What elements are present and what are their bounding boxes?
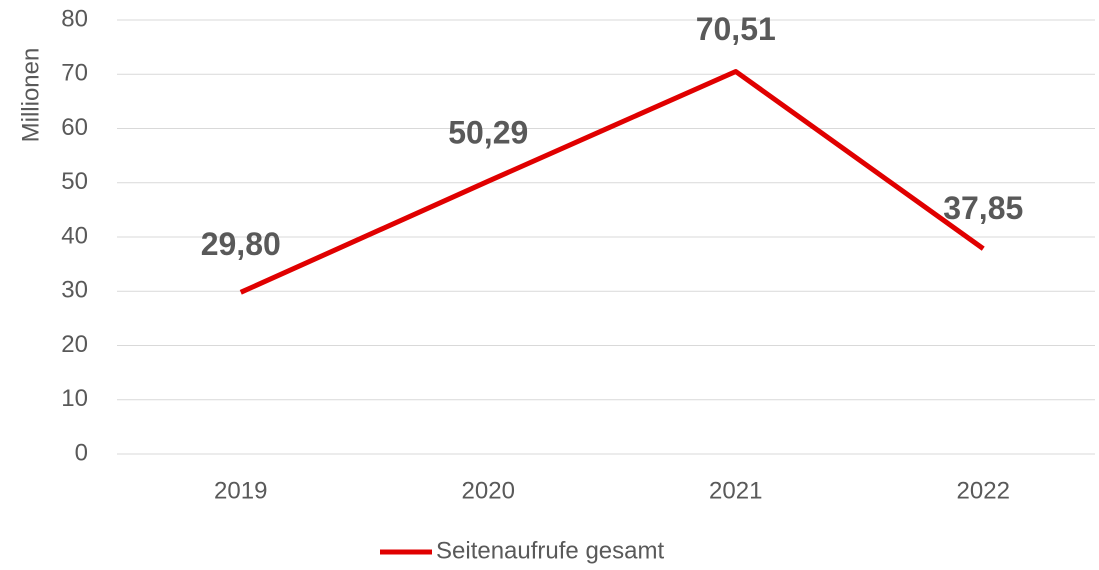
y-tick-label: 60: [61, 114, 88, 141]
y-tick-label: 40: [61, 222, 88, 249]
data-label: 29,80: [201, 226, 281, 262]
data-label: 37,85: [943, 190, 1023, 226]
x-tick-label: 2022: [957, 477, 1010, 504]
x-tick-label: 2020: [462, 477, 515, 504]
y-tick-label: 0: [75, 439, 88, 466]
y-tick-label: 80: [61, 5, 88, 32]
legend-label: Seitenaufrufe gesamt: [436, 537, 664, 564]
y-tick-label: 20: [61, 331, 88, 358]
x-tick-label: 2019: [214, 477, 267, 504]
y-tick-label: 50: [61, 168, 88, 195]
y-tick-label: 10: [61, 385, 88, 412]
x-tick-label: 2021: [709, 477, 762, 504]
line: [239, 68, 985, 295]
y-axis-label: Millionen: [17, 48, 44, 143]
data-label: 50,29: [448, 115, 528, 151]
data-label: 70,51: [696, 11, 776, 47]
y-tick-label: 70: [61, 60, 88, 87]
y-tick-label: 30: [61, 277, 88, 304]
